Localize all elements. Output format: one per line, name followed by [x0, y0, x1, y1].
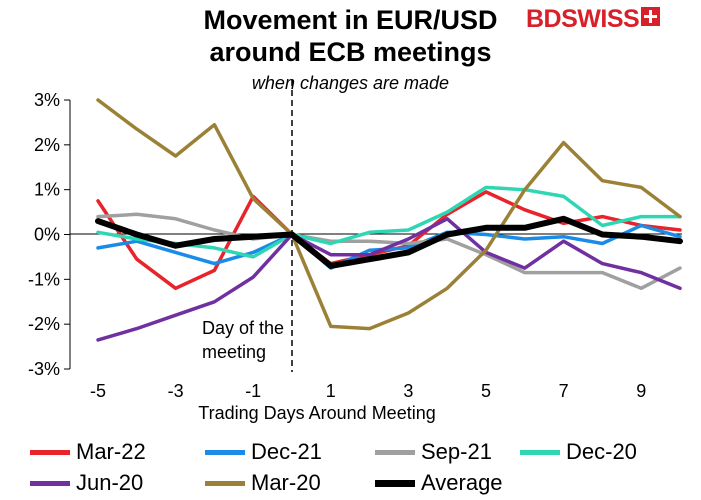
y-tick-label: -2% [28, 314, 60, 334]
legend-swatch [375, 479, 415, 487]
chart-title: Movement in EUR/USD around ECB meetings [0, 4, 701, 68]
series-line-average [95, 215, 683, 269]
chart-title-line2: around ECB meetings [209, 37, 492, 67]
x-tick-label: 1 [326, 381, 336, 401]
series-line-jun-20 [96, 217, 682, 342]
legend-item-sep-21: Sep-21 [375, 438, 492, 466]
legend-swatch [30, 449, 70, 455]
chart-title-line1: Movement in EUR/USD [203, 5, 498, 35]
y-tick-label: 2% [34, 135, 60, 155]
legend-swatch [30, 480, 70, 486]
legend-label: Jun-20 [76, 470, 144, 495]
brand-logo-text: BDSWISS [526, 4, 640, 33]
legend-item-dec-20: Dec-20 [520, 438, 637, 466]
legend-label: Mar-22 [76, 439, 146, 464]
legend-swatch [375, 449, 415, 455]
x-tick-label: -5 [90, 381, 106, 401]
x-tick-label: 3 [403, 381, 413, 401]
legend-item-dec-21: Dec-21 [205, 438, 322, 466]
legend-swatch [205, 449, 245, 455]
legend-label: Sep-21 [421, 439, 492, 464]
series-line-dec-20 [96, 185, 682, 259]
brand-logo: BDSWISS [526, 4, 661, 34]
meeting-annotation-line1: Day of the [202, 318, 284, 338]
legend-swatch [520, 449, 560, 455]
series-lines [95, 98, 683, 342]
x-tick-label: 9 [636, 381, 646, 401]
x-tick-label: -3 [168, 381, 184, 401]
legend-label: Average [421, 470, 503, 495]
series-line-dec-21 [96, 223, 682, 270]
legend-swatch [205, 480, 245, 486]
legend-item-mar-22: Mar-22 [30, 438, 146, 466]
y-tick-label: 3% [34, 90, 60, 110]
x-tick-label: 7 [559, 381, 569, 401]
plus-icon [641, 6, 661, 26]
chart-subtitle: when changes are made [251, 73, 450, 93]
legend-label: Dec-21 [251, 439, 322, 464]
x-axis-ticks: -5 -3 -1 1 3 5 7 9 [90, 381, 646, 401]
series-line-mar-20 [96, 98, 682, 331]
legend-label: Dec-20 [566, 439, 637, 464]
legend-item-average: Average [375, 469, 503, 497]
x-tick-label: 5 [481, 381, 491, 401]
line-chart: -3% -2% -1% 0% 1% 2% 3% -5 -3 -1 1 3 5 7 9 Day of the… [28, 80, 683, 423]
y-tick-label: 1% [34, 180, 60, 200]
legend-item-mar-20: Mar-20 [205, 469, 321, 497]
x-tick-label: -1 [245, 381, 261, 401]
series-line-sep-21 [96, 212, 682, 291]
legend-item-jun-20: Jun-20 [30, 469, 143, 497]
y-tick-label: -3% [28, 359, 60, 379]
y-axis-ticks: -3% -2% -1% 0% 1% 2% 3% [28, 90, 70, 379]
legend-label: Mar-20 [251, 470, 321, 495]
y-tick-label: -1% [28, 269, 60, 289]
meeting-annotation-line2: meeting [202, 342, 266, 362]
x-axis-title: Trading Days Around Meeting [198, 403, 435, 423]
y-tick-label: 0% [34, 225, 60, 245]
